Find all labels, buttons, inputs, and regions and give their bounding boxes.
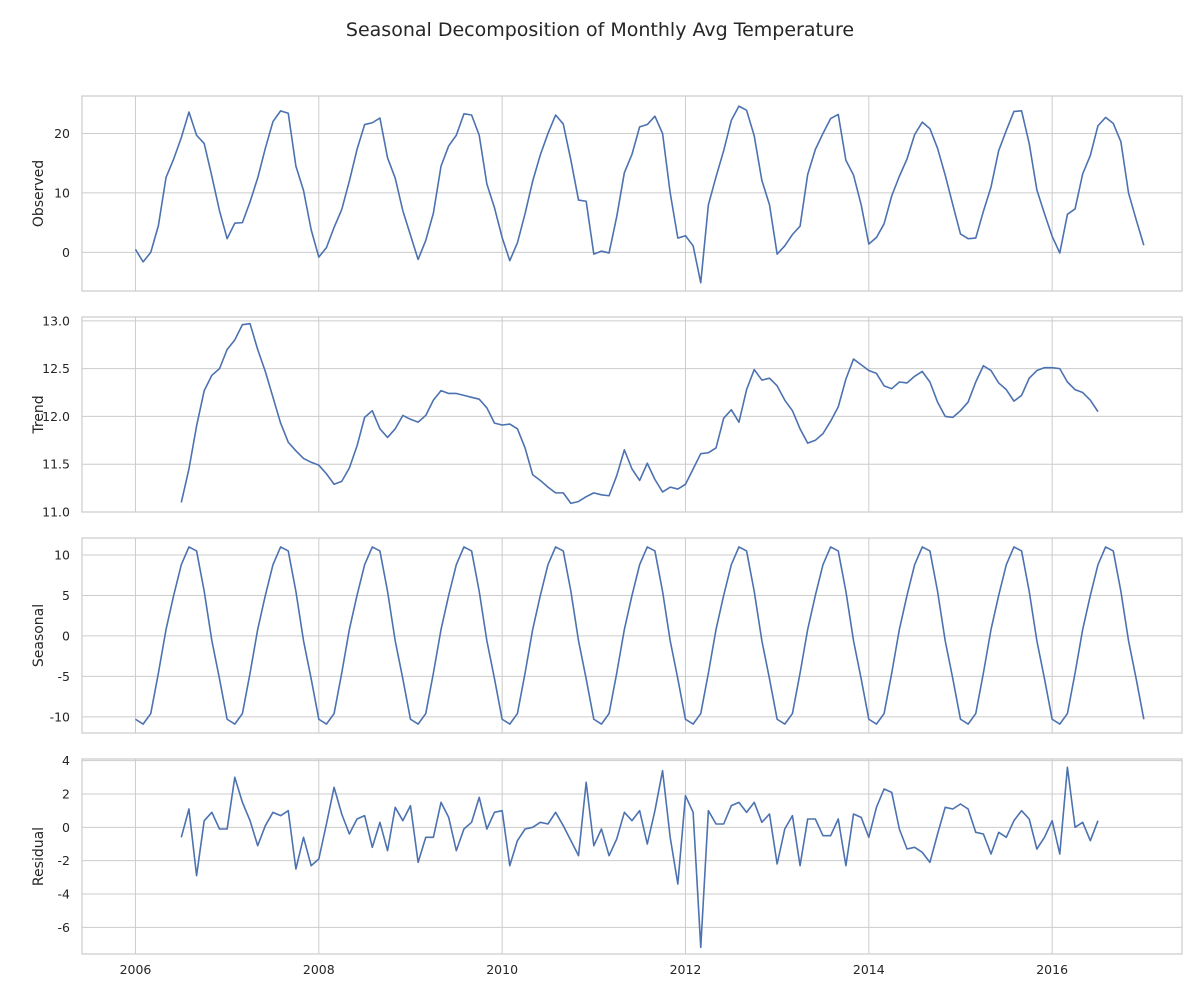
trend-ytick-label: 12.5 (42, 361, 70, 376)
trend-series-line (180, 322, 1099, 505)
xtick-label: 2008 (303, 962, 335, 977)
residual-ytick-label: -2 (58, 853, 70, 868)
figure-title: Seasonal Decomposition of Monthly Avg Te… (346, 19, 854, 41)
xtick-label: 2016 (1036, 962, 1068, 977)
observed-ytick-label: 0 (62, 245, 70, 260)
seasonal-series-line (135, 546, 1145, 725)
xtick-label: 2010 (486, 962, 518, 977)
trend-ytick-label: 11.0 (42, 505, 70, 520)
residual-ytick-label: 0 (62, 820, 70, 835)
residual-axis-label: Residual (31, 827, 47, 886)
trend-ytick-label: 11.5 (42, 457, 70, 472)
trend-ytick-label: 13.0 (42, 313, 70, 328)
residual-ytick-label: -6 (58, 920, 71, 935)
seasonal-ytick-label: 10 (54, 547, 70, 562)
trend-axis-label: Trend (31, 395, 47, 434)
seasonal-ytick-label: -5 (58, 669, 70, 684)
trend-ytick-label: 12.0 (42, 409, 70, 424)
observed-ytick-label: 20 (54, 126, 70, 141)
residual-ytick-label: 2 (62, 787, 70, 802)
observed-ytick-label: 10 (54, 185, 70, 200)
observed-panel: 0 10 20 Observed (31, 95, 1183, 292)
observed-axis-label: Observed (31, 160, 47, 227)
residual-axes-frame (81, 758, 1183, 955)
seasonal-ytick-label: 5 (62, 588, 70, 603)
residual-panel: -6 -4 -2 0 2 4 Residual 2006 2008 2010 2012 2014 201… (31, 753, 1183, 977)
seasonal-axes-frame (81, 537, 1183, 734)
residual-ytick-label: 4 (62, 753, 70, 768)
trend-axes-frame (81, 316, 1183, 513)
observed-series-line (134, 105, 1145, 284)
seasonal-ytick-label: 0 (62, 628, 70, 643)
observed-axes-frame (81, 95, 1183, 292)
trend-panel: 11.0 11.5 12.0 12.5 13.0 Trend (31, 313, 1183, 520)
seasonal-axis-label: Seasonal (31, 604, 47, 667)
xtick-label: 2014 (853, 962, 885, 977)
xtick-label: 2012 (670, 962, 702, 977)
xtick-label: 2006 (120, 962, 152, 977)
subplot-panels: 01020Observed11.011.512.012.513.0Trend-1… (31, 95, 1183, 977)
residual-series-line (180, 766, 1099, 949)
residual-ytick-label: -4 (58, 887, 71, 902)
seasonal-panel: -10 -5 0 5 10 Seasonal (31, 537, 1183, 734)
seasonal-ytick-label: -10 (50, 709, 70, 724)
